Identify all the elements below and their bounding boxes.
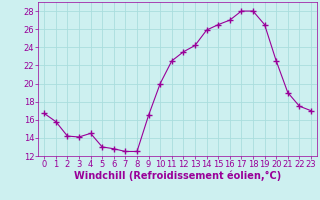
X-axis label: Windchill (Refroidissement éolien,°C): Windchill (Refroidissement éolien,°C)	[74, 171, 281, 181]
